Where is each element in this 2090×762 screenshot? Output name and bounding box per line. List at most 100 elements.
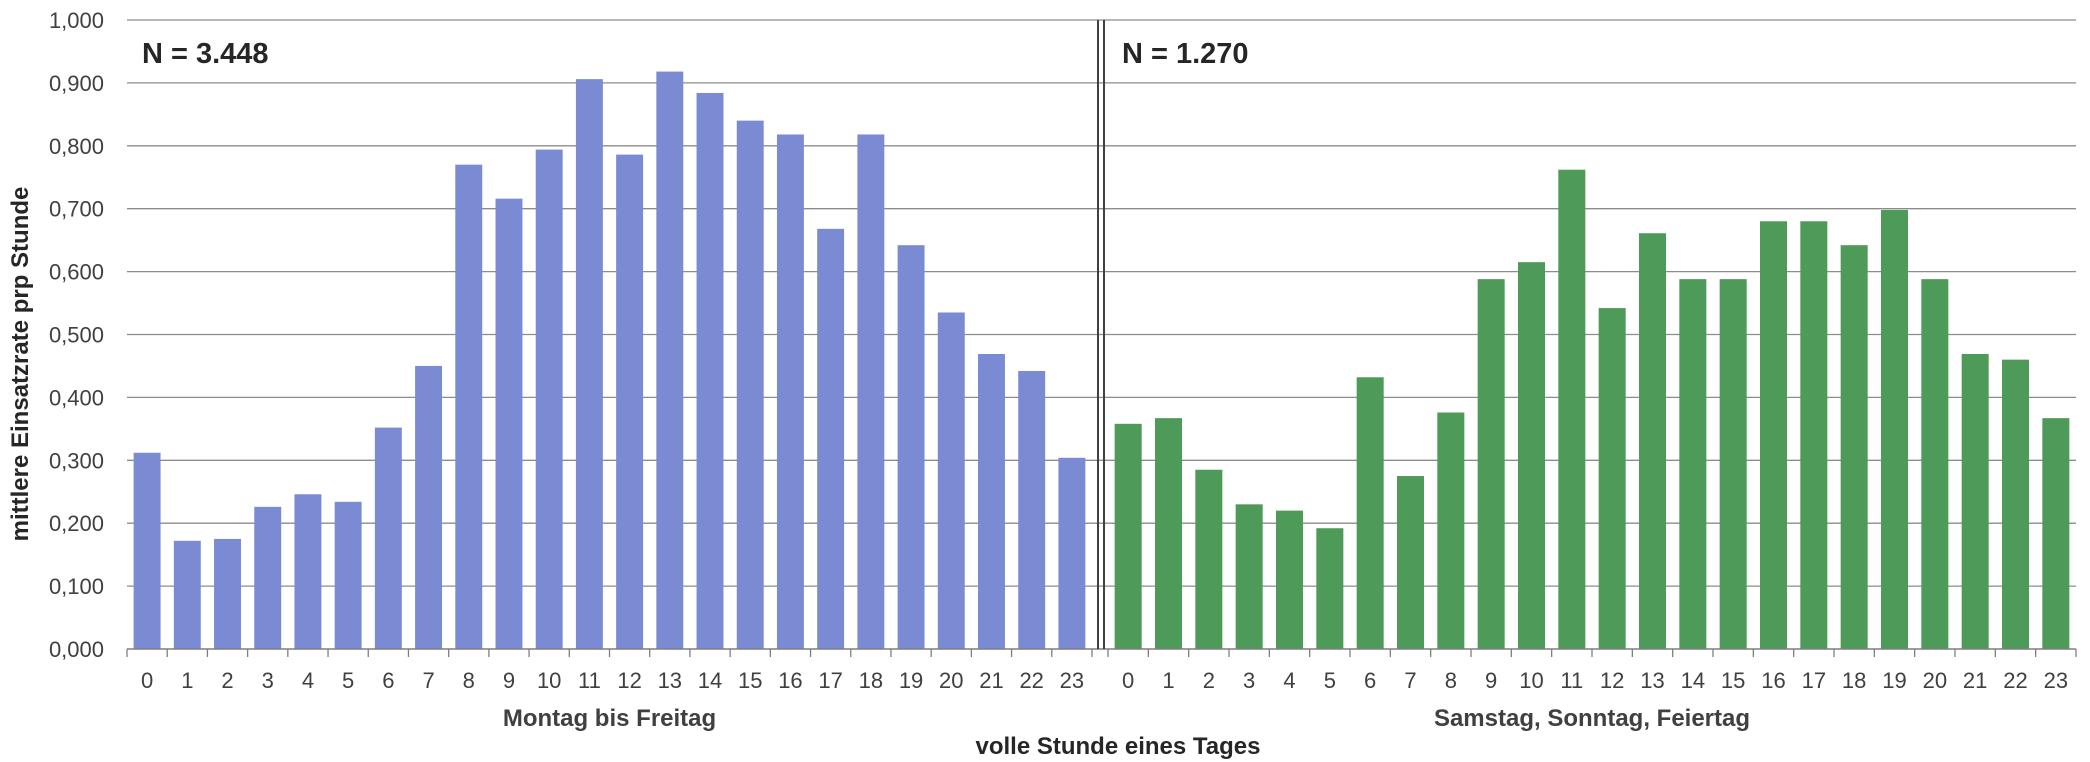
y-tick-label: 0,700 xyxy=(49,197,104,222)
x-tick-label: 22 xyxy=(1019,668,1043,693)
bar xyxy=(1477,279,1505,649)
x-tick-label: 17 xyxy=(1802,668,1826,693)
y-tick-label: 0,400 xyxy=(49,385,104,410)
x-tick-label: 7 xyxy=(1404,668,1416,693)
bar xyxy=(897,245,925,649)
x-tick-label: 3 xyxy=(262,668,274,693)
bar xyxy=(1396,476,1425,649)
x-tick-label: 2 xyxy=(1203,668,1215,693)
bar xyxy=(696,92,724,650)
axes xyxy=(126,20,2077,657)
bar xyxy=(575,79,603,650)
x-tick-label: 12 xyxy=(617,668,641,693)
y-tick-label: 0,600 xyxy=(49,260,104,285)
x-tick-label: 9 xyxy=(503,668,515,693)
x-tick-label: 2 xyxy=(221,668,233,693)
x-tick-label: 10 xyxy=(1519,668,1543,693)
x-tick-label: 15 xyxy=(738,668,762,693)
x-tick-label: 4 xyxy=(302,668,314,693)
x-tick-label: 7 xyxy=(422,668,434,693)
x-tick-label: 16 xyxy=(778,668,802,693)
y-tick-label: 0,800 xyxy=(49,134,104,159)
x-tick-label: 6 xyxy=(382,668,394,693)
bar xyxy=(1058,457,1086,649)
bar xyxy=(1018,370,1046,649)
y-tick-label: 0,500 xyxy=(49,323,104,348)
x-tick-label: 21 xyxy=(1963,668,1987,693)
x-tick-label: 5 xyxy=(1324,668,1336,693)
bar xyxy=(334,501,362,649)
bar xyxy=(1235,504,1263,649)
group-annotation: N = 1.270 xyxy=(1122,38,1249,70)
x-tick-label: 1 xyxy=(181,668,193,693)
y-tick-label: 0,900 xyxy=(49,71,104,96)
bar xyxy=(776,134,804,649)
bar xyxy=(535,149,563,649)
x-tick-label: 15 xyxy=(1721,668,1745,693)
bar xyxy=(455,164,483,650)
bar xyxy=(254,506,282,649)
x-tick-label: 19 xyxy=(1882,668,1906,693)
x-tick-label: 21 xyxy=(979,668,1003,693)
y-axis-title: mittlere Einsatzrate prp Stunde xyxy=(7,187,34,542)
bar xyxy=(1195,469,1223,649)
x-tick-label: 4 xyxy=(1283,668,1295,693)
bar xyxy=(1154,418,1183,649)
gridlines xyxy=(127,19,2076,587)
x-tick-label: 14 xyxy=(1681,668,1705,693)
bar xyxy=(133,452,161,649)
x-tick-label: 12 xyxy=(1600,668,1624,693)
x-tick-label: 17 xyxy=(818,668,842,693)
bar xyxy=(616,154,644,649)
bar xyxy=(736,120,764,649)
x-tick-label: 0 xyxy=(1122,668,1134,693)
bar xyxy=(656,71,684,649)
bar xyxy=(2001,359,2030,649)
bars xyxy=(133,71,2070,650)
bar xyxy=(1356,377,1384,649)
bar xyxy=(1517,262,1546,649)
bar xyxy=(495,198,523,650)
y-tick-label: 0,000 xyxy=(49,637,104,662)
bar xyxy=(1638,233,1667,649)
bar xyxy=(1275,510,1304,649)
bar xyxy=(1437,412,1465,649)
x-tick-label: 23 xyxy=(2044,668,2068,693)
x-tick-label: 23 xyxy=(1060,668,1084,693)
bar xyxy=(1759,221,1788,649)
bar xyxy=(857,134,885,649)
bar xyxy=(1880,209,1909,649)
y-tick-label: 0,200 xyxy=(49,511,104,536)
x-tick-label: 10 xyxy=(537,668,561,693)
bar xyxy=(214,538,241,649)
y-tick-label: 0,300 xyxy=(49,448,104,473)
group-label: Montag bis Freitag xyxy=(503,705,716,732)
bar xyxy=(978,353,1005,649)
x-tick-label: 1 xyxy=(1162,668,1174,693)
bar xyxy=(1558,169,1586,649)
x-tick-label: 19 xyxy=(899,668,923,693)
x-tick-label: 11 xyxy=(578,668,601,693)
x-tick-label: 18 xyxy=(1842,668,1866,693)
x-tick-label: 13 xyxy=(658,668,682,693)
bar xyxy=(173,540,201,649)
group-label: Samstag, Sonntag, Feiertag xyxy=(1434,705,1750,732)
x-tick-label: 8 xyxy=(1445,668,1457,693)
bar xyxy=(1114,423,1142,649)
bar xyxy=(1961,353,1989,649)
bar xyxy=(937,312,965,649)
x-tick-label: 22 xyxy=(2003,668,2027,693)
x-tick-label: 5 xyxy=(342,668,354,693)
bar xyxy=(415,365,443,649)
x-tick-label: 8 xyxy=(463,668,475,693)
labels: 0,000 0,100 0,200 0,300 0,400 0,500 0,600 0,700… xyxy=(49,8,2068,732)
x-tick-label: 9 xyxy=(1485,668,1497,693)
bar xyxy=(1719,279,1747,649)
bar xyxy=(1840,245,1868,649)
x-tick-label: 6 xyxy=(1364,668,1376,693)
bar xyxy=(1800,221,1828,649)
x-tick-label: 3 xyxy=(1243,668,1255,693)
bar xyxy=(817,228,845,649)
